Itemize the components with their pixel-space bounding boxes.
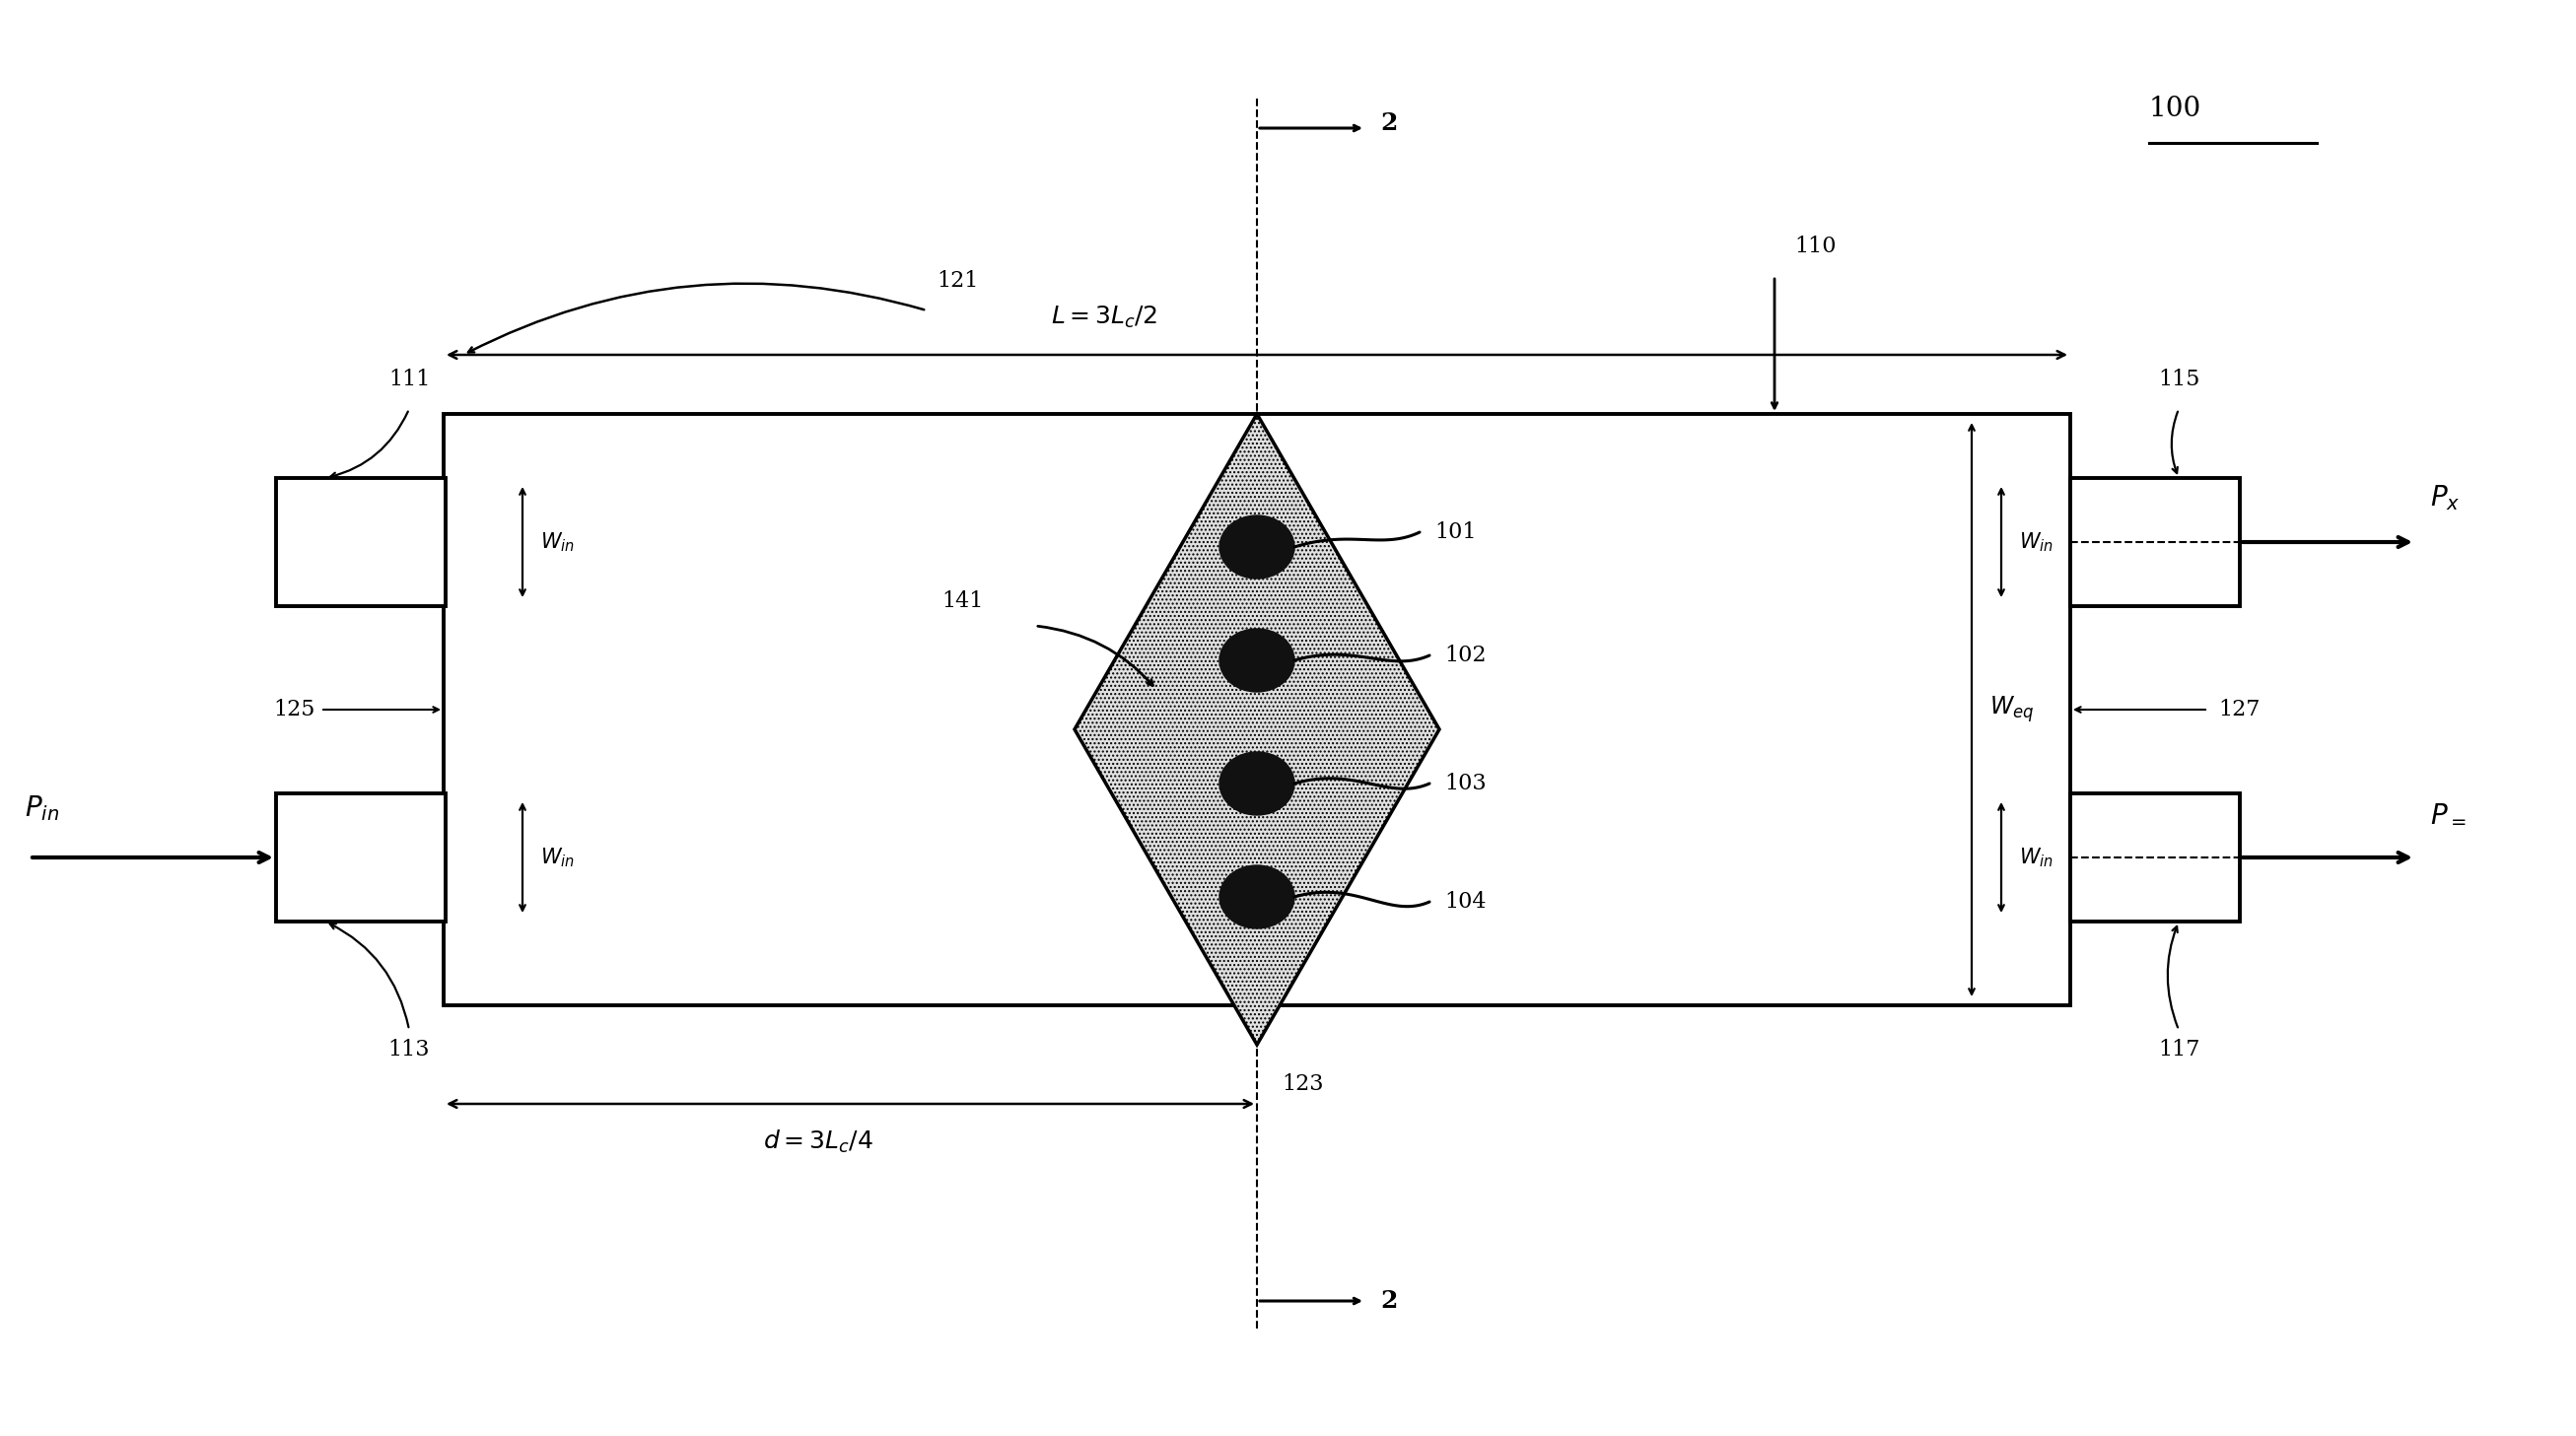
Text: 100: 100 xyxy=(2148,95,2202,122)
Text: $L = 3L_c/2$: $L = 3L_c/2$ xyxy=(1051,304,1157,330)
Ellipse shape xyxy=(1218,516,1293,579)
Bar xyxy=(2071,794,2239,922)
Text: 123: 123 xyxy=(1283,1073,1324,1096)
Text: 127: 127 xyxy=(2218,699,2259,721)
Text: $W_{in}$: $W_{in}$ xyxy=(2020,530,2053,554)
Text: $P_{in}$: $P_{in}$ xyxy=(26,794,59,823)
Text: 102: 102 xyxy=(1445,645,1486,666)
Text: 101: 101 xyxy=(1435,521,1476,543)
Text: 117: 117 xyxy=(2159,1038,2200,1061)
Ellipse shape xyxy=(1218,629,1293,692)
Bar xyxy=(2071,478,2239,606)
Text: 125: 125 xyxy=(273,699,314,721)
Text: $P_=$: $P_=$ xyxy=(2429,800,2465,827)
Text: 115: 115 xyxy=(2159,369,2200,391)
Text: 110: 110 xyxy=(1795,236,1837,257)
Ellipse shape xyxy=(1218,866,1293,929)
Text: 113: 113 xyxy=(389,1038,430,1061)
Text: $W_{in}$: $W_{in}$ xyxy=(541,530,574,554)
Text: $W_{in}$: $W_{in}$ xyxy=(2020,846,2053,869)
Text: 141: 141 xyxy=(940,590,984,612)
Bar xyxy=(276,794,446,922)
Bar xyxy=(276,478,446,606)
Text: $d = 3L_c/4$: $d = 3L_c/4$ xyxy=(762,1129,873,1156)
Text: $P_x$: $P_x$ xyxy=(2429,482,2460,513)
Text: 111: 111 xyxy=(389,369,430,391)
Text: 2: 2 xyxy=(1381,1290,1396,1313)
Ellipse shape xyxy=(1218,752,1293,816)
Text: 121: 121 xyxy=(938,270,979,292)
Text: 2: 2 xyxy=(1381,112,1396,135)
Polygon shape xyxy=(1074,414,1440,1045)
Text: $W_{eq}$: $W_{eq}$ xyxy=(1989,695,2035,725)
Bar xyxy=(443,414,2071,1005)
Text: 104: 104 xyxy=(1445,890,1486,913)
Text: 103: 103 xyxy=(1445,773,1486,794)
Text: $W_{in}$: $W_{in}$ xyxy=(541,846,574,869)
